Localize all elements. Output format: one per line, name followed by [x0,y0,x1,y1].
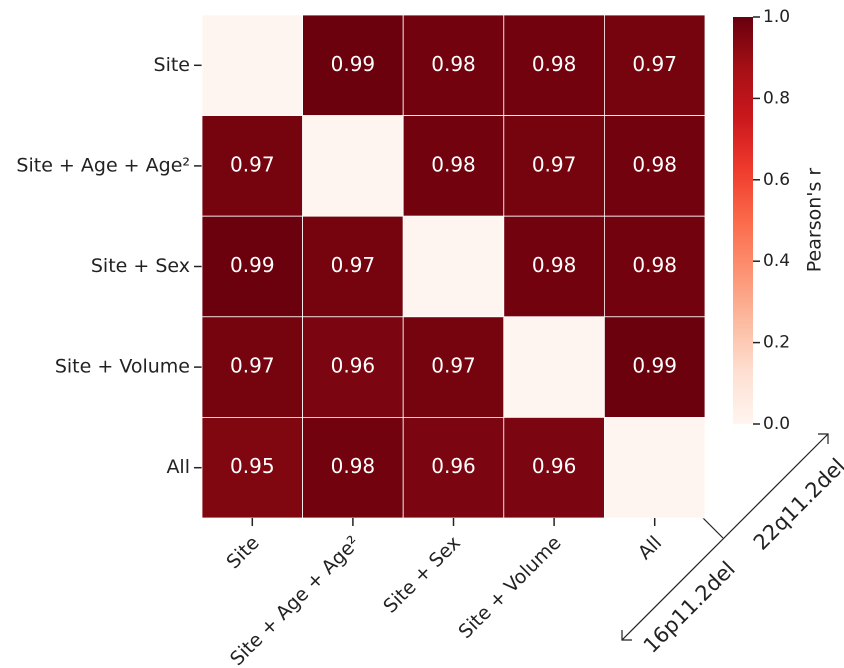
cell-label: 0.98 [632,253,677,277]
cell-label: 0.97 [230,354,275,378]
y-tick-label: Site + Sex [91,255,190,277]
colorbar-tick-label: 0.4 [763,251,790,271]
heatmap-cell [604,316,706,418]
heatmap-cell [503,115,605,217]
heatmap-cell [503,215,605,318]
y-tick-label: All [166,456,190,478]
y-tick-label: Site + Volume [55,356,190,378]
heatmap-cell [402,14,505,116]
y-tick-label: Site [154,54,190,76]
arrow-head [818,433,829,444]
x-tick-label: Site [222,532,263,573]
heatmap-cell [402,416,505,519]
x-tick-label: Site + Volume [454,532,565,643]
heatmap-cell [201,316,303,418]
heatmap-cell [604,215,706,318]
cell-label: 0.95 [230,454,275,478]
cell-label: 0.97 [331,253,376,277]
cell-label: 0.96 [331,354,376,378]
cell-label: 0.99 [331,52,376,76]
heatmap-cell [302,14,404,116]
heatmap-cell [402,115,505,217]
cell-label: 0.98 [532,253,577,277]
cell-label: 0.98 [331,454,376,478]
cell-label: 0.99 [632,354,677,378]
cell-label: 0.97 [431,354,476,378]
arrow-axis [621,433,829,641]
cell-label: 0.96 [532,454,577,478]
y-tick-label: Site + Age + Age² [16,154,190,176]
cell-label: 0.99 [230,253,275,277]
x-tick-label: All [634,532,666,564]
colorbar [733,17,753,424]
colorbar-tick-label: 0.6 [763,170,790,190]
empty-cell [302,115,404,217]
cell-label: 0.97 [230,152,275,176]
empty-cell [201,14,303,116]
heatmap-cell [503,14,605,116]
colorbar-tick-label: 0.2 [763,333,790,353]
empty-cell [402,215,505,318]
colorbar-label: Pearson's r [804,168,826,273]
empty-cell [503,316,605,418]
heatmap-cell [201,215,303,318]
arrow-head [621,630,632,641]
cell-label: 0.97 [632,52,677,76]
cell-label: 0.97 [532,152,577,176]
cell-label: 0.98 [632,152,677,176]
colorbar-tick-label: 0.0 [763,414,790,434]
heatmap-cell [402,316,505,418]
cell-label: 0.96 [431,454,476,478]
heatmap-cell [201,416,303,519]
colorbar-tick-label: 0.8 [763,88,790,108]
heatmap-cell [302,215,404,318]
cell-label: 0.98 [532,52,577,76]
heatmap-cell [604,115,706,217]
colorbar-tick-label: 1.0 [763,7,790,27]
empty-cell [604,416,706,519]
upper-label: 22q11.2del [749,454,844,555]
cell-label: 0.98 [431,52,476,76]
heatmap-cell [302,416,404,519]
heatmap-cell [302,316,404,418]
heatmap-cell [604,14,706,116]
heatmap-cell [503,416,605,519]
cell-label: 0.98 [431,152,476,176]
x-tick-label: Site + Sex [379,532,465,618]
